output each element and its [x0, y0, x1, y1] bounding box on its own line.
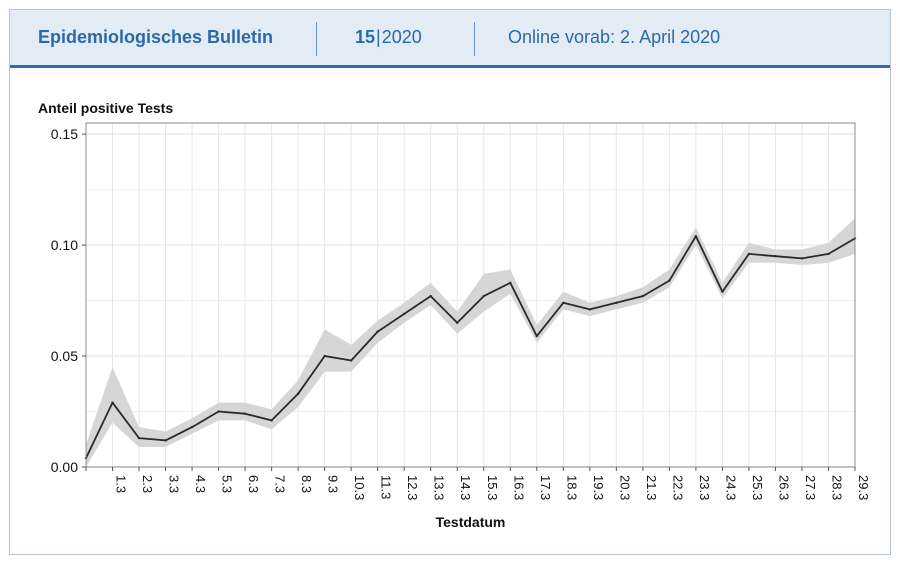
- data-point: [243, 412, 247, 415]
- data-point: [429, 294, 432, 298]
- issue-separator: |: [376, 27, 381, 47]
- x-axis-title: Testdatum: [436, 514, 506, 530]
- publication-title: Epidemiologisches Bulletin: [38, 27, 274, 47]
- y-axis-title: Anteil positive Tests: [38, 100, 173, 116]
- x-tick-label: 6.3: [246, 475, 261, 493]
- issue-number: 15: [355, 27, 376, 47]
- positive-share-line: [85, 235, 856, 459]
- x-tick-label: 17.3: [538, 475, 553, 500]
- data-point: [800, 257, 804, 260]
- x-tick-label: 15.3: [485, 475, 500, 500]
- data-point: [827, 252, 830, 256]
- publication-date: Online vorab: 2. April 2020: [508, 27, 721, 47]
- confidence-band: [86, 218, 855, 467]
- x-tick-label: 28.3: [829, 475, 844, 500]
- x-tick-label: 8.3: [299, 475, 314, 493]
- header-divider: [316, 22, 317, 56]
- x-tick-label: 11.3: [379, 475, 394, 499]
- x-tick-label: 13.3: [432, 475, 447, 500]
- data-point: [747, 252, 751, 256]
- data-point: [535, 334, 538, 338]
- data-point: [509, 281, 512, 284]
- x-tick-label: 9.3: [326, 475, 341, 493]
- x-tick-label: 14.3: [458, 475, 473, 500]
- x-tick-label: 3.3: [167, 475, 182, 493]
- data-point: [588, 308, 592, 311]
- data-point: [349, 359, 353, 362]
- x-tick-label: 12.3: [405, 475, 420, 500]
- data-point: [164, 439, 167, 442]
- x-tick-label: 19.3: [591, 475, 606, 500]
- data-point: [403, 312, 406, 316]
- x-tick-label: 23.3: [697, 475, 712, 500]
- x-tick-label: 21.3: [644, 475, 659, 500]
- x-tick-label: 25.3: [750, 475, 765, 500]
- issue-year: 2020: [381, 27, 422, 47]
- x-tick-label: 1.3: [114, 475, 129, 493]
- x-tick-label: 20.3: [617, 475, 632, 500]
- data-point: [694, 234, 698, 238]
- x-tick-label: 18.3: [564, 475, 579, 500]
- data-point: [562, 301, 565, 304]
- data-point: [774, 254, 777, 258]
- data-point: [615, 301, 618, 304]
- x-tick-label: 24.3: [723, 475, 738, 500]
- data-point: [482, 294, 485, 298]
- x-tick-label: 26.3: [776, 475, 791, 500]
- x-tick-label: 4.3: [193, 475, 208, 493]
- y-tick-label: 0.05: [51, 348, 78, 364]
- header-divider: [474, 22, 475, 56]
- x-tick-label: 2.3: [140, 475, 155, 493]
- data-point: [137, 436, 141, 440]
- data-point: [668, 279, 671, 282]
- issue-label: 15|2020: [355, 10, 422, 65]
- x-tick-label: 27.3: [803, 475, 818, 500]
- data-point: [323, 354, 326, 358]
- data-point: [721, 290, 724, 293]
- data-point: [217, 410, 220, 413]
- plot-border: [85, 122, 856, 468]
- y-tick-label: 0.00: [51, 459, 78, 475]
- y-tick-label: 0.15: [51, 126, 78, 142]
- data-point: [296, 392, 300, 395]
- bulletin-header: Epidemiologisches Bulletin 15|2020 Onlin…: [10, 10, 890, 68]
- x-tick-label: 7.3: [273, 475, 288, 493]
- x-tick-label: 10.3: [352, 475, 367, 500]
- x-tick-label: 29.3: [856, 475, 871, 500]
- data-point: [456, 321, 459, 324]
- data-point: [190, 425, 194, 429]
- data-point: [641, 294, 645, 298]
- y-tick-label: 0.10: [51, 237, 78, 253]
- x-tick-label: 16.3: [511, 475, 526, 500]
- data-point: [111, 401, 114, 404]
- data-point: [376, 330, 379, 333]
- x-tick-label: 5.3: [220, 475, 235, 493]
- data-point: [270, 419, 273, 422]
- x-tick-label: 22.3: [670, 475, 685, 500]
